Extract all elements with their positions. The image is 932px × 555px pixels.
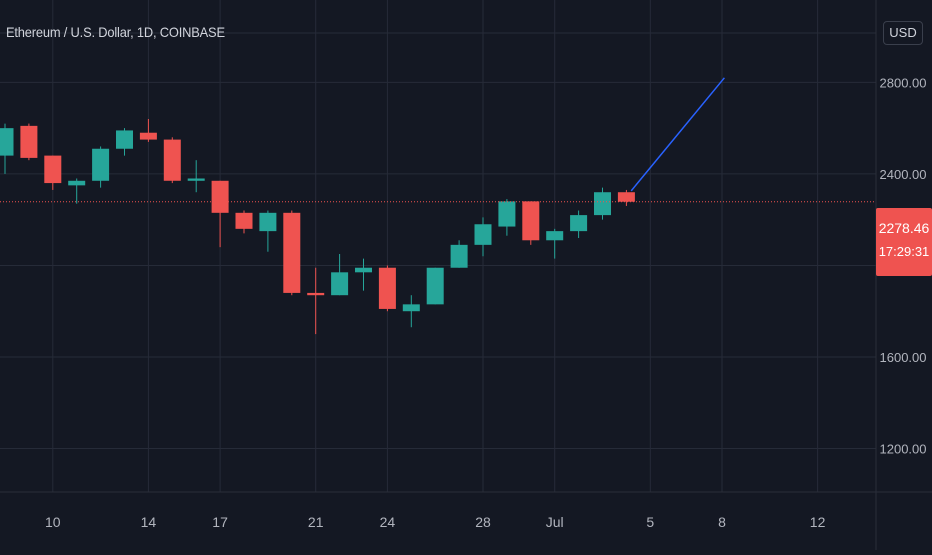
overlay-layer [0, 77, 876, 203]
candle[interactable] [498, 199, 516, 236]
candle[interactable] [450, 240, 468, 268]
candle[interactable] [235, 210, 253, 234]
chart-title: Ethereum / U.S. Dollar, 1D, COINBASE [6, 24, 225, 40]
candle-body[interactable] [20, 125, 38, 158]
candle-body[interactable] [139, 132, 157, 140]
candle[interactable] [283, 210, 301, 296]
candle-body[interactable] [378, 267, 396, 309]
candle-body[interactable] [617, 192, 635, 202]
candle-body[interactable] [522, 201, 540, 241]
candle-body[interactable] [211, 180, 229, 213]
candle[interactable] [474, 217, 492, 257]
candle-body[interactable] [92, 148, 110, 181]
candle[interactable] [307, 267, 325, 335]
candle[interactable] [522, 201, 540, 245]
candle-body[interactable] [163, 139, 181, 181]
candle[interactable] [546, 228, 564, 259]
last-price-tag: 2278.46 17:29:31 [876, 208, 932, 276]
candle-body[interactable] [355, 267, 372, 273]
grid-layer [0, 0, 876, 492]
candles-layer[interactable] [0, 118, 635, 335]
x-tick-label: 12 [810, 514, 826, 530]
candle-body[interactable] [426, 267, 444, 305]
x-tick-label: 8 [718, 514, 726, 530]
candle[interactable] [139, 118, 157, 142]
currency-button[interactable]: USD [883, 21, 923, 45]
x-tick-label: 28 [475, 514, 491, 530]
candle[interactable] [44, 155, 62, 190]
y-tick-label: 2400.00 [880, 167, 927, 182]
candle[interactable] [378, 265, 396, 312]
last-price-value: 2278.46 [878, 220, 930, 236]
candle-body[interactable] [259, 212, 277, 232]
candle-body[interactable] [331, 272, 349, 296]
currency-label: USD [889, 25, 917, 40]
candle-body[interactable] [0, 128, 14, 156]
x-tick-label: 5 [646, 514, 654, 530]
candle[interactable] [211, 180, 229, 248]
candle[interactable] [92, 146, 110, 188]
candle[interactable] [116, 128, 133, 156]
candle-body[interactable] [402, 304, 420, 312]
x-tick-label: Jul [546, 514, 564, 530]
candle[interactable] [355, 258, 372, 291]
candle-body[interactable] [546, 231, 564, 241]
x-tick-label: 24 [380, 514, 396, 530]
y-tick-label: 1200.00 [880, 442, 927, 457]
candle-body[interactable] [450, 244, 468, 268]
candle-body[interactable] [44, 155, 62, 184]
candle-body[interactable] [594, 192, 611, 216]
candle[interactable] [331, 254, 349, 296]
y-tick-label: 2800.00 [880, 75, 927, 90]
candle[interactable] [187, 160, 205, 193]
x-tick-label: 17 [212, 514, 228, 530]
bar-countdown: 17:29:31 [878, 244, 930, 259]
trendline-drawing[interactable] [630, 77, 725, 192]
candle[interactable] [402, 295, 420, 328]
candle[interactable] [259, 210, 277, 252]
candle[interactable] [163, 137, 181, 184]
candle-body[interactable] [474, 224, 492, 245]
candle[interactable] [0, 123, 14, 174]
candle-body[interactable] [283, 212, 301, 293]
candle[interactable] [68, 178, 86, 204]
candle-body[interactable] [498, 201, 516, 227]
x-tick-label: 14 [141, 514, 157, 530]
candle[interactable] [20, 123, 38, 161]
candle[interactable] [426, 267, 444, 305]
y-tick-label: 1600.00 [880, 350, 927, 365]
candle[interactable] [570, 210, 588, 238]
x-tick-label: 10 [45, 514, 61, 530]
candle-body[interactable] [116, 130, 133, 149]
candle-body[interactable] [68, 180, 86, 186]
x-tick-label: 21 [308, 514, 324, 530]
candle-body[interactable] [307, 292, 325, 296]
candle-body[interactable] [235, 212, 253, 229]
candle-body[interactable] [187, 178, 205, 181]
candle-body[interactable] [570, 215, 588, 232]
candle[interactable] [617, 189, 635, 206]
candle[interactable] [594, 187, 611, 220]
